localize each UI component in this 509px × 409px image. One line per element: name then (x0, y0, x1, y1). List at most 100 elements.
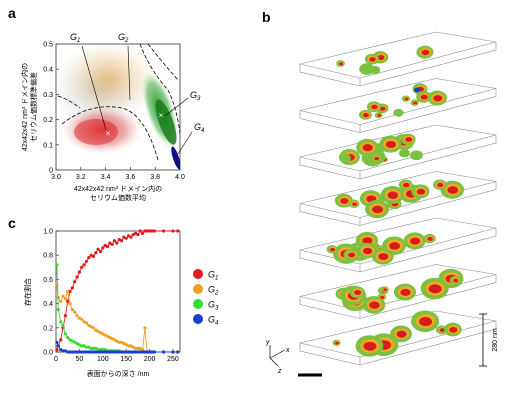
domain-blob-red (404, 97, 409, 101)
chart-ytick-label: 0.8 (43, 253, 53, 260)
domain-blob-red (348, 252, 356, 258)
legend-marker-1 (193, 269, 203, 279)
data-point (66, 350, 70, 354)
data-point (68, 338, 72, 342)
domain-blob-red (379, 106, 386, 111)
domain-blob-red (352, 202, 358, 206)
data-point (126, 234, 131, 238)
domain-blob-red (362, 144, 373, 152)
data-point (108, 241, 112, 245)
panel-a-xtick-label: 3.4 (101, 174, 111, 181)
data-point (145, 350, 149, 354)
domain-blob-red (372, 205, 384, 214)
data-point (96, 348, 100, 352)
legend-marker-2 (193, 284, 203, 294)
domain-blob-red (362, 247, 373, 255)
data-point (73, 340, 77, 344)
data-point (162, 229, 166, 233)
chart-xtick-label: 150 (120, 356, 132, 363)
data-point (63, 332, 67, 336)
data-point (110, 350, 114, 354)
domain-blob-red (339, 62, 344, 66)
series-g2 (55, 283, 180, 354)
data-point (176, 350, 180, 354)
label-g1: G1 (70, 32, 80, 44)
chart-xtick-label: 100 (97, 356, 109, 363)
data-point (91, 346, 95, 350)
domain-blob-red (363, 341, 377, 351)
data-point (143, 350, 147, 354)
domain-blob-red (374, 156, 380, 161)
centroid-g3: × (159, 111, 164, 120)
legend-label-g3: G3 (208, 300, 219, 312)
domain-blob-red (449, 326, 458, 333)
data-point (141, 350, 145, 354)
domain-blob-red (369, 301, 380, 309)
data-point (96, 247, 100, 251)
label-g3: G3 (190, 90, 201, 102)
data-point (101, 246, 105, 250)
domain-blob-red (389, 242, 401, 250)
data-point (129, 235, 133, 239)
domain-blob-red (419, 317, 433, 327)
data-point (70, 350, 74, 354)
data-point (136, 350, 140, 354)
domain-blob-red (377, 114, 381, 117)
data-point (110, 242, 114, 246)
data-point (105, 350, 110, 354)
data-point (103, 243, 107, 248)
data-point (112, 239, 117, 243)
panel-a-ytick-label: 0.5 (43, 42, 53, 49)
data-point (77, 350, 81, 354)
data-point (61, 294, 65, 298)
centroid-g1: × (106, 129, 111, 138)
centroid-g2: × (128, 99, 133, 108)
domain-blob-red (439, 328, 446, 333)
slab-top-face (299, 78, 497, 125)
data-point (115, 339, 119, 343)
data-point (96, 350, 100, 354)
data-point (89, 350, 93, 354)
domain-blob-red (447, 186, 459, 194)
chart-xtick-label: 200 (144, 356, 156, 363)
legend-label-g4: G4 (208, 315, 219, 327)
panel-a-xtick-label: 4.0 (175, 174, 185, 181)
domain-blob-red (420, 94, 428, 100)
data-point (98, 250, 103, 254)
panel-c-series (55, 229, 180, 354)
data-point (150, 229, 154, 233)
data-point (129, 350, 133, 354)
data-point (143, 326, 147, 330)
data-point (84, 350, 88, 354)
data-point (150, 350, 154, 354)
data-point (101, 348, 105, 352)
data-point (122, 235, 126, 239)
data-point (171, 229, 175, 233)
domain-blob-red (385, 140, 396, 149)
slab-layer (299, 264, 497, 319)
panel-b-slabs (299, 31, 497, 366)
domain-blob-green (359, 63, 375, 75)
data-point (152, 229, 156, 233)
leader-g4 (177, 131, 193, 155)
data-point (87, 256, 91, 260)
chart-ytick-label: 0.2 (43, 325, 53, 332)
chart-xlabel: 表面からの深さ /nm (87, 369, 150, 378)
data-point (148, 229, 152, 233)
data-point (84, 321, 88, 325)
data-point (145, 229, 149, 233)
domain-blob-red (453, 278, 459, 283)
data-point (162, 350, 166, 354)
panel-a-ytick-label: 0.2 (43, 117, 53, 124)
thickness-indicator: 280 nm (479, 313, 499, 367)
data-point (56, 308, 60, 312)
panel-a-ytick-label: 0.3 (43, 92, 53, 99)
panel-a-density (56, 44, 180, 170)
panel-a-xlabel-line2: セリウム価数平均 (90, 193, 146, 202)
data-point (98, 348, 103, 352)
chart-ylabel: 存在割合 (23, 278, 32, 306)
domain-blob-blue (414, 87, 421, 93)
data-point (171, 350, 175, 354)
panel-a-ylabel-line1: 42x42x42 nm³ ドメイン内の (20, 63, 29, 151)
